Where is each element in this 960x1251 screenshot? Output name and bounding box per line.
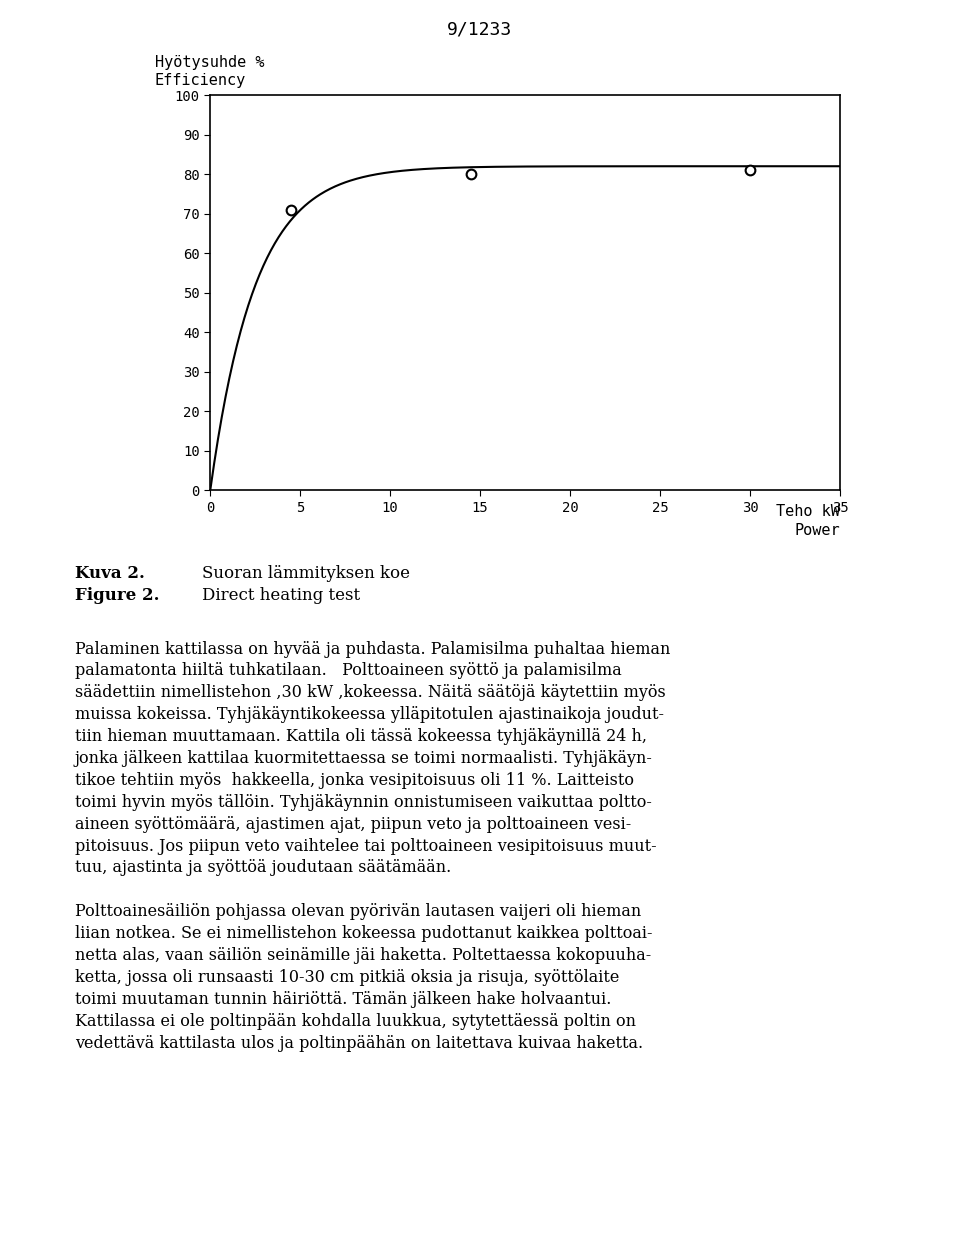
Text: tikoe tehtiin myös  hakkeella, jonka vesipitoisuus oli 11 %. Laitteisto: tikoe tehtiin myös hakkeella, jonka vesi… (75, 772, 634, 789)
Text: palamatonta hiiltä tuhkatilaan.   Polttoaineen syöttö ja palamisilma: palamatonta hiiltä tuhkatilaan. Polttoai… (75, 663, 622, 679)
Text: Teho kW: Teho kW (776, 504, 840, 519)
Text: liian notkea. Se ei nimellistehon kokeessa pudottanut kaikkea polttoai-: liian notkea. Se ei nimellistehon kokees… (75, 926, 653, 942)
Text: pitoisuus. Jos piipun veto vaihtelee tai polttoaineen vesipitoisuus muut-: pitoisuus. Jos piipun veto vaihtelee tai… (75, 838, 657, 854)
Text: Palaminen kattilassa on hyvää ja puhdasta. Palamisilma puhaltaa hieman: Palaminen kattilassa on hyvää ja puhdast… (75, 641, 670, 658)
Text: Figure 2.: Figure 2. (75, 587, 159, 604)
Text: tuu, ajastinta ja syöttöä joudutaan säätämään.: tuu, ajastinta ja syöttöä joudutaan säät… (75, 859, 451, 877)
Text: tiin hieman muuttamaan. Kattila oli tässä kokeessa tyhjäkäynillä 24 h,: tiin hieman muuttamaan. Kattila oli täss… (75, 728, 647, 746)
Text: vedettävä kattilasta ulos ja poltinpäähän on laitettava kuivaa haketta.: vedettävä kattilasta ulos ja poltinpäähä… (75, 1035, 643, 1052)
Text: toimi muutaman tunnin häiriöttä. Tämän jälkeen hake holvaantui.: toimi muutaman tunnin häiriöttä. Tämän j… (75, 991, 612, 1008)
Text: aineen syöttömäärä, ajastimen ajat, piipun veto ja polttoaineen vesi-: aineen syöttömäärä, ajastimen ajat, piip… (75, 816, 631, 833)
Text: Power: Power (794, 523, 840, 538)
Text: ketta, jossa oli runsaasti 10-30 cm pitkiä oksia ja risuja, syöttölaite: ketta, jossa oli runsaasti 10-30 cm pitk… (75, 968, 619, 986)
Text: toimi hyvin myös tällöin. Tyhjäkäynnin onnistumiseen vaikuttaa poltto-: toimi hyvin myös tällöin. Tyhjäkäynnin o… (75, 794, 652, 811)
Text: jonka jälkeen kattilaa kuormitettaessa se toimi normaalisti. Tyhjäkäyn-: jonka jälkeen kattilaa kuormitettaessa s… (75, 751, 653, 767)
Text: Kattilassa ei ole poltinpään kohdalla luukkua, sytytettäessä poltin on: Kattilassa ei ole poltinpään kohdalla lu… (75, 1013, 636, 1030)
Text: netta alas, vaan säiliön seinämille jäi haketta. Poltettaessa kokopuuha-: netta alas, vaan säiliön seinämille jäi … (75, 947, 651, 965)
Text: Suoran lämmityksen koe: Suoran lämmityksen koe (202, 565, 410, 583)
Text: Hyötysuhde %: Hyötysuhde % (155, 55, 264, 70)
Text: Efficiency: Efficiency (155, 73, 246, 88)
Text: Kuva 2.: Kuva 2. (75, 565, 145, 583)
Text: muissa kokeissa. Tyhjäkäyntikokeessa ylläpitotulen ajastinaikoja joudut-: muissa kokeissa. Tyhjäkäyntikokeessa yll… (75, 706, 664, 723)
Text: Direct heating test: Direct heating test (202, 587, 360, 604)
Text: säädettiin nimellistehon ,30 kW ,kokeessa. Näitä säätöjä käytettiin myös: säädettiin nimellistehon ,30 kW ,kokeess… (75, 684, 665, 702)
Text: 9/1233: 9/1233 (447, 20, 513, 38)
Text: Polttoainesäiliön pohjassa olevan pyörivän lautasen vaijeri oli hieman: Polttoainesäiliön pohjassa olevan pyöriv… (75, 903, 641, 921)
